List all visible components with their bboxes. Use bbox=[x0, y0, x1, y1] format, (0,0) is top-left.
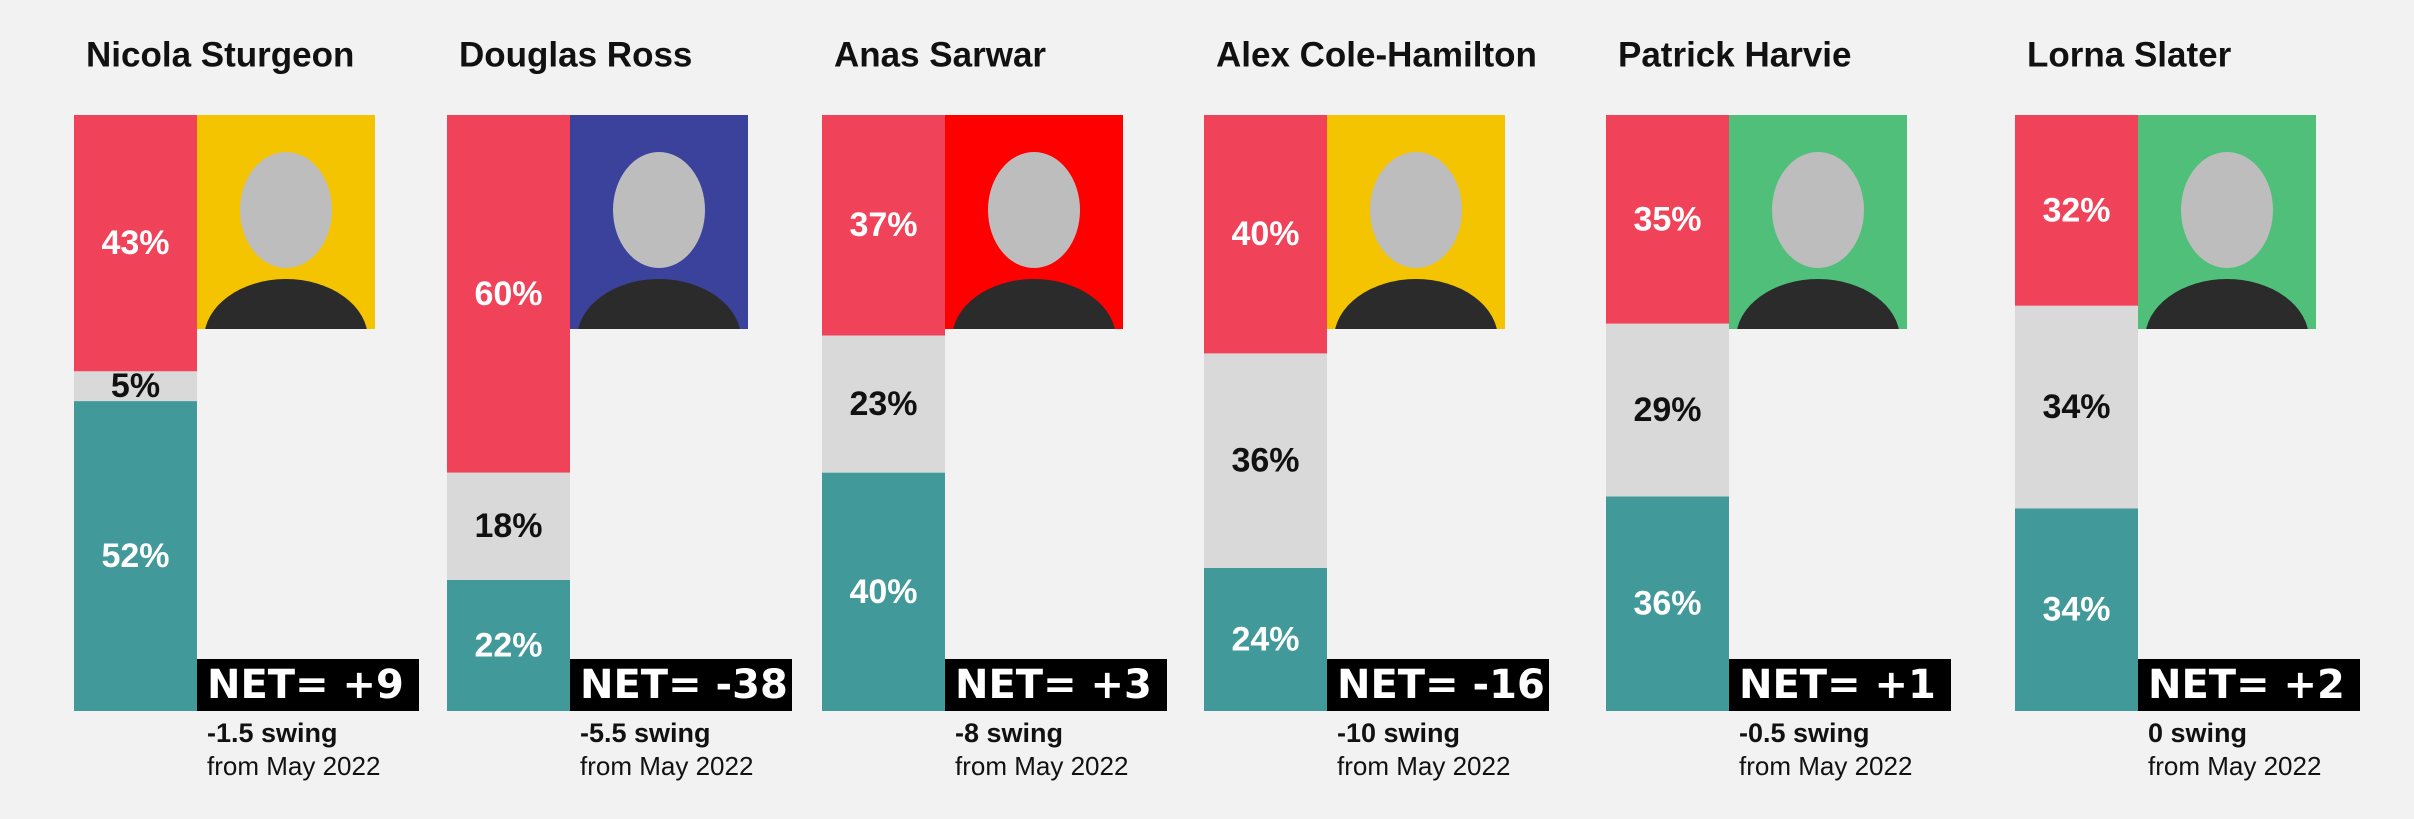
swing-label: 0 swing bbox=[2148, 718, 2247, 748]
photo-head bbox=[2181, 152, 2273, 268]
swing-note: from May 2022 bbox=[955, 751, 1128, 781]
net-box bbox=[1729, 659, 1951, 711]
leader-name: Lorna Slater bbox=[2027, 35, 2232, 74]
bar-segment bbox=[2015, 508, 2138, 711]
net-label: NET= -38 bbox=[580, 662, 788, 708]
leader-name: Alex Cole-Hamilton bbox=[1216, 35, 1537, 74]
bar-segment bbox=[2015, 305, 2138, 509]
net-label: NET= +3 bbox=[955, 662, 1152, 708]
bar-segment bbox=[447, 579, 570, 711]
swing-label: -5.5 swing bbox=[580, 718, 711, 748]
value-label: 40% bbox=[1231, 215, 1299, 253]
value-label: 43% bbox=[101, 224, 169, 262]
value-label: 18% bbox=[474, 507, 542, 545]
value-label: 40% bbox=[849, 573, 917, 611]
value-label: 60% bbox=[474, 275, 542, 313]
photo-head bbox=[240, 152, 332, 268]
value-label: 24% bbox=[1231, 620, 1299, 658]
swing-label: -8 swing bbox=[955, 718, 1063, 748]
value-label: 36% bbox=[1231, 442, 1299, 480]
bar-segment bbox=[74, 371, 197, 402]
bar-segment bbox=[74, 401, 197, 711]
net-label: NET= +9 bbox=[207, 662, 404, 708]
swing-note: from May 2022 bbox=[1337, 751, 1510, 781]
value-label: 22% bbox=[474, 626, 542, 664]
net-box bbox=[197, 659, 419, 711]
net-label: NET= +2 bbox=[2148, 662, 2345, 708]
swing-note: from May 2022 bbox=[1739, 751, 1912, 781]
net-label: NET= +1 bbox=[1739, 662, 1936, 708]
swing-note: from May 2022 bbox=[2148, 751, 2321, 781]
net-box bbox=[570, 659, 792, 711]
leader-name: Nicola Sturgeon bbox=[86, 35, 354, 74]
bar-segment bbox=[822, 335, 945, 473]
swing-label: -1.5 swing bbox=[207, 718, 338, 748]
bar-segment bbox=[447, 115, 570, 473]
swing-label: -10 swing bbox=[1337, 718, 1460, 748]
swing-note: from May 2022 bbox=[207, 751, 380, 781]
bar-segment bbox=[1606, 496, 1729, 711]
value-label: 35% bbox=[1633, 200, 1701, 238]
net-box bbox=[1327, 659, 1549, 711]
bar-segment bbox=[1204, 567, 1327, 711]
bar-segment bbox=[1606, 323, 1729, 497]
value-label: 32% bbox=[2042, 191, 2110, 229]
leader-name: Patrick Harvie bbox=[1618, 35, 1851, 74]
value-label: 34% bbox=[2042, 388, 2110, 426]
swing-label: -0.5 swing bbox=[1739, 718, 1870, 748]
net-box bbox=[2138, 659, 2360, 711]
leader-name: Anas Sarwar bbox=[834, 35, 1046, 74]
bar-segment bbox=[1204, 353, 1327, 568]
value-label: 34% bbox=[2042, 591, 2110, 629]
bar-segment bbox=[2015, 115, 2138, 306]
photo-head bbox=[1772, 152, 1864, 268]
net-box bbox=[945, 659, 1167, 711]
bar-segment bbox=[74, 115, 197, 372]
value-label: 5% bbox=[111, 367, 160, 405]
value-label: 23% bbox=[849, 385, 917, 423]
value-label: 29% bbox=[1633, 391, 1701, 429]
photo-head bbox=[613, 152, 705, 268]
bar-segment bbox=[447, 472, 570, 580]
bar-segment bbox=[822, 115, 945, 336]
bar-segment bbox=[1606, 115, 1729, 324]
photo-head bbox=[1370, 152, 1462, 268]
bar-segment bbox=[822, 472, 945, 711]
swing-note: from May 2022 bbox=[580, 751, 753, 781]
value-label: 36% bbox=[1633, 585, 1701, 623]
bar-segment bbox=[1204, 115, 1327, 354]
value-label: 37% bbox=[849, 206, 917, 244]
leader-name: Douglas Ross bbox=[459, 35, 692, 74]
photo-head bbox=[988, 152, 1080, 268]
value-label: 52% bbox=[101, 537, 169, 575]
net-label: NET= -16 bbox=[1337, 662, 1545, 708]
